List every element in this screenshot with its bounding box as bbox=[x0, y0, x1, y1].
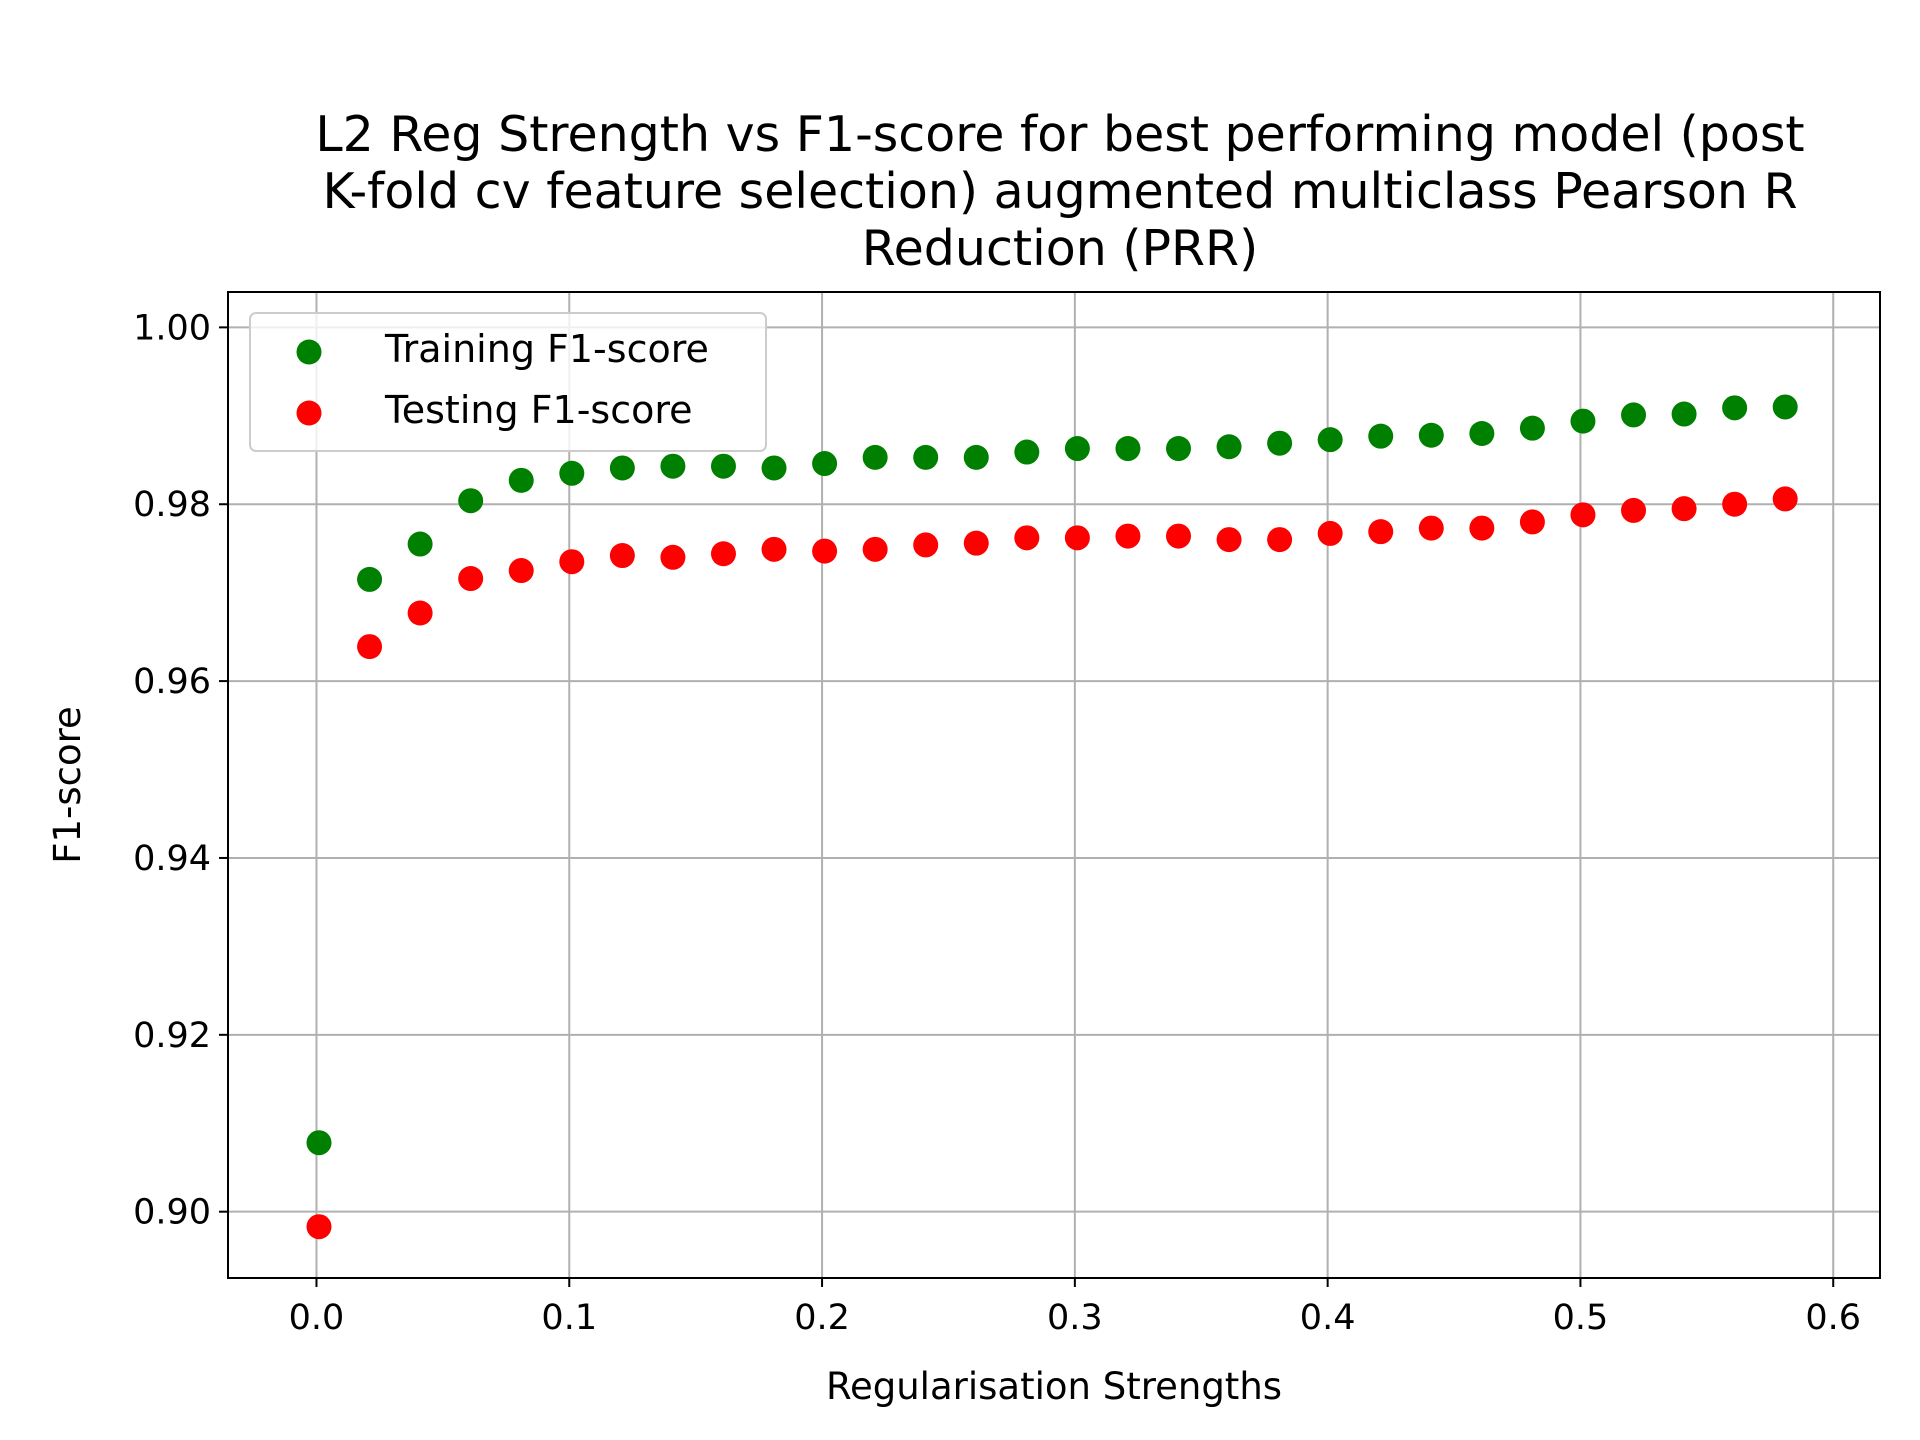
training-point bbox=[1014, 439, 1040, 465]
testing-point bbox=[1115, 523, 1141, 549]
training-point bbox=[761, 455, 787, 481]
testing-point bbox=[1216, 527, 1242, 553]
training-point bbox=[1216, 434, 1242, 460]
x-tick-label: 0.1 bbox=[541, 1298, 597, 1338]
testing-point bbox=[407, 600, 433, 626]
training-point bbox=[1671, 401, 1697, 427]
testing-point bbox=[1570, 502, 1596, 528]
testing-point bbox=[761, 536, 787, 562]
training-point bbox=[1519, 415, 1545, 441]
testing-point bbox=[1772, 486, 1798, 512]
y-tick-label: 0.92 bbox=[133, 1016, 211, 1056]
y-axis-label: F1-score bbox=[46, 706, 89, 864]
y-tick-label: 0.96 bbox=[133, 662, 211, 702]
y-tick-label: 0.90 bbox=[133, 1193, 211, 1233]
testing-point bbox=[963, 530, 989, 556]
testing-point bbox=[508, 558, 534, 584]
training-point bbox=[559, 460, 585, 486]
training-point bbox=[1368, 423, 1394, 449]
x-tick-label: 0.6 bbox=[1805, 1298, 1861, 1338]
training-point bbox=[458, 488, 484, 514]
y-tick-label: 0.94 bbox=[133, 839, 211, 879]
testing-point bbox=[1621, 497, 1647, 523]
training-point bbox=[1064, 436, 1090, 462]
training-point bbox=[1772, 394, 1798, 420]
training-point bbox=[1469, 420, 1495, 446]
x-tick-label: 0.4 bbox=[1300, 1298, 1356, 1338]
training-point bbox=[1317, 427, 1343, 453]
training-point bbox=[862, 444, 888, 470]
testing-point bbox=[1166, 523, 1192, 549]
legend-marker-training bbox=[296, 339, 322, 365]
x-tick-label: 0.2 bbox=[794, 1298, 850, 1338]
testing-point bbox=[1267, 527, 1293, 553]
training-point bbox=[1418, 422, 1444, 448]
testing-point bbox=[1469, 515, 1495, 541]
testing-point bbox=[357, 634, 383, 660]
training-point bbox=[306, 1130, 332, 1156]
y-tick-label: 0.98 bbox=[133, 485, 211, 525]
plot-frame bbox=[227, 291, 1881, 1279]
testing-point bbox=[609, 543, 635, 569]
chart-title-line-1: L2 Reg Strength vs F1-score for best per… bbox=[315, 106, 1804, 163]
testing-point bbox=[710, 541, 736, 567]
training-point bbox=[609, 455, 635, 481]
legend-box bbox=[249, 312, 767, 452]
testing-point bbox=[1519, 509, 1545, 535]
training-point bbox=[1166, 436, 1192, 462]
chart-title-line-2: K-fold cv feature selection) augmented m… bbox=[322, 163, 1797, 220]
legend: Training F1-score Testing F1-score bbox=[249, 312, 767, 452]
training-point bbox=[963, 444, 989, 470]
testing-point bbox=[862, 536, 888, 562]
testing-point bbox=[1064, 525, 1090, 551]
testing-point bbox=[458, 566, 484, 592]
legend-label-training: Training F1-score bbox=[384, 327, 709, 371]
testing-point bbox=[1671, 496, 1697, 522]
x-axis-label: Regularisation Strengths bbox=[826, 1365, 1282, 1408]
training-point bbox=[660, 453, 686, 479]
training-point bbox=[812, 451, 838, 477]
training-point bbox=[1621, 402, 1647, 428]
training-point bbox=[357, 566, 383, 592]
testing-point bbox=[812, 538, 838, 564]
x-tick-label: 0.5 bbox=[1553, 1298, 1609, 1338]
legend-marker-testing bbox=[296, 400, 322, 426]
training-point bbox=[1570, 408, 1596, 434]
y-tick-label: 1.00 bbox=[133, 308, 211, 348]
testing-point bbox=[1014, 525, 1040, 551]
training-point bbox=[913, 444, 939, 470]
testing-point bbox=[660, 544, 686, 570]
legend-label-testing: Testing F1-score bbox=[384, 388, 693, 432]
chart-title-line-3: Reduction (PRR) bbox=[862, 220, 1258, 277]
training-point bbox=[508, 467, 534, 493]
training-point bbox=[1115, 436, 1141, 462]
testing-point bbox=[559, 549, 585, 575]
training-point bbox=[1722, 395, 1748, 421]
training-point bbox=[1267, 430, 1293, 456]
testing-point bbox=[1368, 519, 1394, 545]
testing-point bbox=[1317, 520, 1343, 546]
x-tick-label: 0.0 bbox=[289, 1298, 345, 1338]
training-point bbox=[407, 531, 433, 557]
testing-point bbox=[1418, 515, 1444, 541]
testing-point bbox=[913, 532, 939, 558]
points-layer bbox=[306, 394, 1798, 1240]
training-point bbox=[710, 453, 736, 479]
x-tick-label: 0.3 bbox=[1047, 1298, 1103, 1338]
testing-point bbox=[306, 1214, 332, 1240]
tick-layer: 0.0 0.1 0.2 0.3 0.4 0.5 0.6 0.90 0.92 0.94 0.96 0.9… bbox=[133, 308, 1861, 1338]
testing-point bbox=[1722, 491, 1748, 517]
